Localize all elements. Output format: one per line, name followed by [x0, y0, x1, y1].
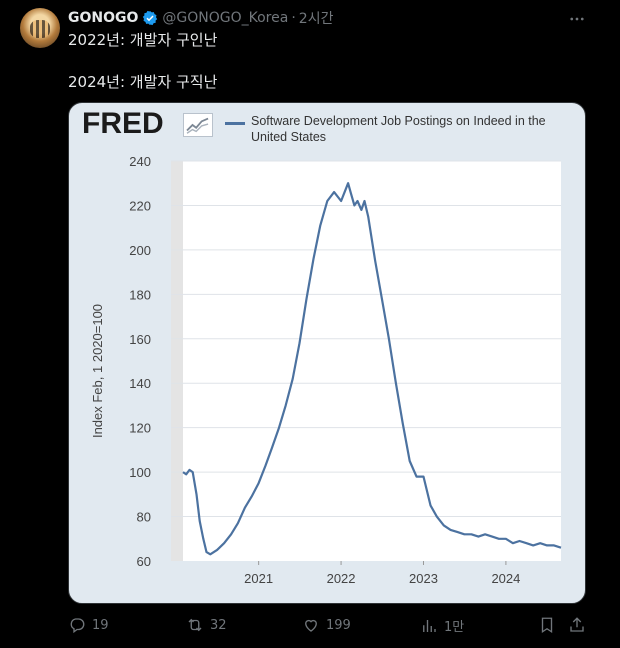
- x-tick-label: 2024: [491, 571, 520, 586]
- y-tick-label: 180: [129, 287, 151, 302]
- views-count: 1만: [444, 620, 465, 635]
- separator-dot: ·: [291, 10, 296, 26]
- bookmark-icon[interactable]: [538, 616, 556, 634]
- retweet-icon: [188, 618, 202, 632]
- share-icon[interactable]: [568, 616, 586, 634]
- views-button[interactable]: 1만: [420, 616, 464, 635]
- y-tick-label: 80: [137, 510, 151, 525]
- y-tick-label: 100: [129, 465, 151, 480]
- legend-label: Software Development Job Postings on Ind…: [251, 114, 546, 144]
- tweet-actions: 19 32 199 1만: [68, 616, 588, 640]
- author-name[interactable]: GONOGO: [68, 10, 139, 26]
- y-axis-label: Index Feb, 1 2020=100: [90, 304, 105, 438]
- legend-swatch: [225, 122, 245, 125]
- y-tick-label: 160: [129, 332, 151, 347]
- reply-button[interactable]: 19: [68, 616, 109, 634]
- reply-count: 19: [92, 617, 109, 633]
- line-chart: 60 80 100 120 140 160 180 200 220 240 2021 2022 2023…: [90, 154, 562, 586]
- like-count: 199: [326, 617, 351, 633]
- heart-icon: [305, 619, 317, 632]
- plot-area: [171, 161, 561, 561]
- y-tick-label: 60: [137, 554, 151, 569]
- y-tick-label: 140: [129, 376, 151, 391]
- avatar[interactable]: [20, 8, 60, 48]
- x-tick-label: 2021: [244, 571, 273, 586]
- fred-chart-logo-icon: [183, 113, 213, 137]
- views-icon: [423, 619, 436, 632]
- y-tick-label: 240: [129, 154, 151, 169]
- post-time[interactable]: 2시간: [298, 11, 334, 27]
- reply-icon: [70, 618, 85, 634]
- y-tick-label: 200: [129, 243, 151, 258]
- tweet-line-2: 2024년: 개발자 구직난: [68, 73, 218, 91]
- y-tick-label: 120: [129, 421, 151, 436]
- media-card[interactable]: FRED Software Development Job Postings o…: [68, 102, 586, 604]
- more-options-icon[interactable]: [568, 10, 586, 28]
- like-button[interactable]: 199: [302, 616, 351, 634]
- retweet-button[interactable]: 32: [186, 616, 227, 634]
- recession-shade: [171, 161, 183, 561]
- tweet-line-1: 2022년: 개발자 구인난: [68, 31, 218, 49]
- tweet-header: GONOGO @GONOGO_Korea · 2시간: [68, 8, 333, 28]
- retweet-count: 32: [210, 617, 227, 633]
- series-line: [182, 182, 562, 556]
- x-tick-label: 2022: [327, 571, 356, 586]
- fred-logo: FRED: [82, 107, 164, 140]
- verified-badge-icon: [143, 10, 158, 26]
- tweet-text: 2022년: 개발자 구인난 2024년: 개발자 구직난: [68, 30, 218, 91]
- y-tick-label: 220: [129, 198, 151, 213]
- x-tick-label: 2023: [409, 571, 438, 586]
- author-handle[interactable]: @GONOGO_Korea: [162, 10, 289, 26]
